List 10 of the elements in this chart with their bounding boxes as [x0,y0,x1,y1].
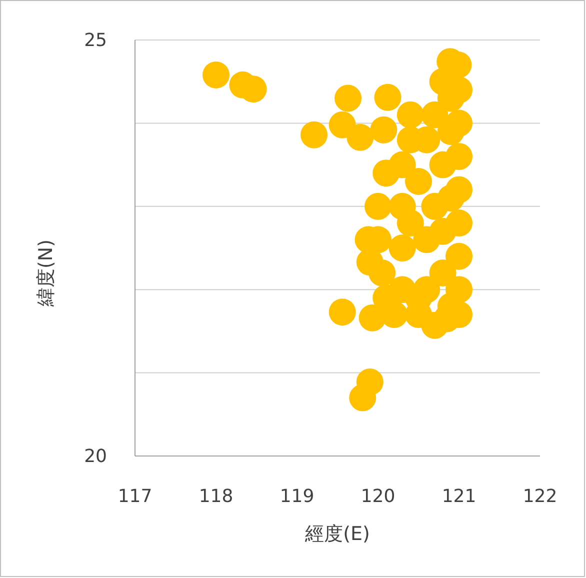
x-tick-label: 122 [522,486,558,507]
x-tick-label: 121 [442,486,476,507]
y-tick-label: 20 [84,446,107,467]
x-tick-label: 120 [360,486,396,507]
x-axis-title: 經度(E) [304,523,370,545]
x-tick-label: 117 [118,486,152,507]
x-tick-label: 118 [198,486,234,507]
y-axis-title: 緯度(N) [35,239,57,308]
y-tick-label: 25 [84,30,107,51]
x-tick-label: 119 [280,486,314,507]
